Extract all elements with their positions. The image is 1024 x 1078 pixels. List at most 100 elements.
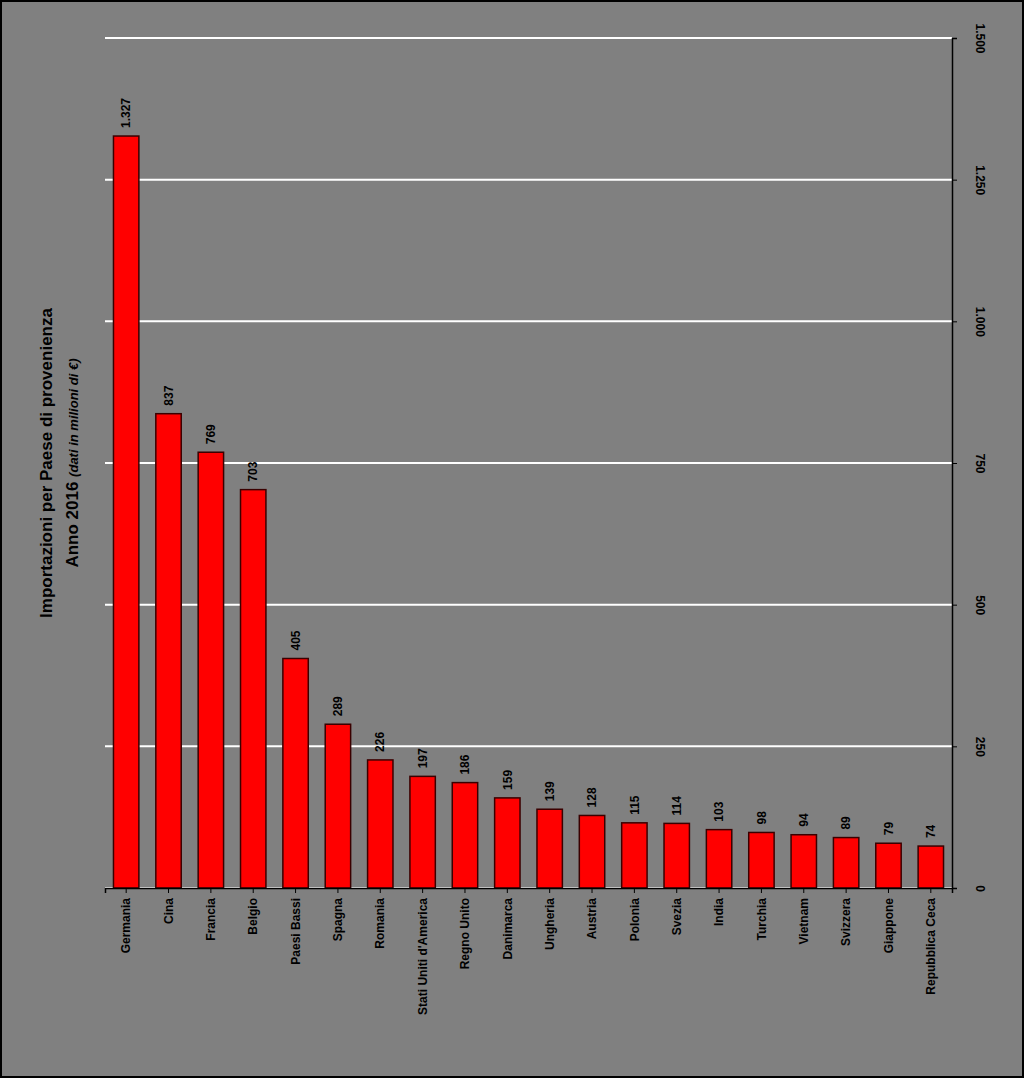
tick: 500 [952, 595, 987, 615]
category-label: Ungheria [543, 898, 557, 950]
axis-line [106, 889, 953, 894]
grid-line [105, 320, 952, 322]
tick-label: 750 [973, 453, 987, 473]
data-label: 159 [501, 770, 515, 790]
bar [241, 490, 266, 888]
data-label: 103 [712, 801, 726, 821]
bar [876, 843, 901, 888]
tick-label: 500 [973, 595, 987, 615]
category-label: Polonia [628, 898, 642, 942]
category-label: Spagna [331, 898, 345, 942]
tick: Svizzera [839, 888, 853, 946]
grid [105, 38, 952, 888]
category-label: Austria [585, 898, 599, 940]
data-label: 197 [416, 748, 430, 768]
x-axis: Germania Cina Francia Belgio Paesi Bassi Spag… [106, 888, 953, 1015]
category-label: India [712, 898, 726, 926]
chart: 02505007501.0001.2501.500GermaniaCinaFra… [0, 0, 1024, 1078]
tick: 250 [952, 737, 987, 757]
tick: Stati Uniti d'America [416, 888, 430, 1015]
data-label: 89 [839, 816, 853, 830]
tick: 1.250 [952, 165, 987, 195]
tick: 1.000 [952, 307, 987, 337]
category-label: Romania [373, 898, 387, 949]
tick-mark [634, 888, 635, 893]
category-label: Turchia [755, 898, 769, 941]
tick-mark [952, 38, 957, 39]
bars [113, 136, 943, 888]
tick: Germania [119, 888, 133, 953]
tick: Polonia [628, 888, 642, 941]
bar [283, 659, 308, 889]
subtitle: Anno 2016 [63, 477, 82, 568]
tick-mark [719, 888, 720, 893]
tick: Regno Unito [458, 888, 472, 969]
category-label: Germania [119, 898, 133, 954]
data-label: 837 [162, 385, 176, 405]
bar [622, 823, 647, 888]
data-label: 74 [924, 824, 938, 838]
bar [452, 783, 477, 888]
tick-mark [952, 180, 957, 181]
tick-label: 1.000 [973, 307, 987, 337]
category-label: Giappone [882, 898, 896, 954]
tick-mark [952, 605, 957, 606]
grid-line [105, 179, 952, 181]
data-label: 289 [331, 696, 345, 716]
category-label: Paesi Bassi [289, 898, 303, 965]
grid-line [105, 462, 952, 464]
data-label: 186 [458, 754, 472, 774]
tick-mark [168, 888, 169, 893]
data-label: 703 [246, 461, 260, 481]
title: Importazioni per Paese di provenienza [37, 308, 56, 618]
bar [664, 823, 689, 888]
bar [156, 414, 181, 888]
tick-label: 250 [973, 737, 987, 757]
tick-mark [803, 888, 804, 893]
bar [749, 832, 774, 888]
tick: Spagna [331, 888, 345, 941]
axis-line [953, 39, 958, 889]
tick: Paesi Bassi [289, 888, 303, 965]
data-label: 139 [543, 781, 557, 801]
data-label: 79 [882, 822, 896, 836]
tick-mark [592, 888, 593, 893]
category-label: Stati Uniti d'America [416, 898, 430, 1015]
tick-mark [422, 888, 423, 893]
bar [410, 776, 435, 888]
tick: Cina [162, 888, 176, 924]
category-label: Vietnam [797, 898, 811, 944]
tick-mark [380, 888, 381, 893]
tick: Turchia [755, 888, 769, 940]
tick-mark [930, 888, 931, 893]
data-label: 769 [204, 424, 218, 444]
data-label: 226 [373, 732, 387, 752]
bar [198, 452, 223, 888]
tick-mark [549, 888, 550, 893]
category-label: Repubblica Ceca [924, 898, 938, 995]
tick: Francia [204, 888, 218, 941]
tick: 0 [952, 885, 987, 892]
tick-mark [952, 321, 957, 322]
tick-label: 1.250 [973, 165, 987, 195]
y-axis: 02505007501.0001.2501.500 [952, 23, 987, 892]
category-label: Belgio [246, 898, 260, 935]
data-labels: 1.32783776970340528922619718615913912811… [119, 98, 938, 838]
bar [579, 815, 604, 888]
tick-mark [464, 888, 465, 893]
grid-line [105, 37, 952, 39]
bar [325, 724, 350, 888]
category-label: Svezia [670, 898, 684, 936]
tick: Danimarca [501, 888, 515, 959]
background [1, 1, 1023, 1077]
data-label: 98 [755, 811, 769, 825]
tick-mark [126, 888, 127, 893]
bar [706, 830, 731, 888]
tick: Ungheria [543, 888, 557, 950]
category-label: Francia [204, 898, 218, 941]
tick: Romania [373, 888, 387, 949]
tick-mark [888, 888, 889, 893]
tick: Giappone [882, 888, 896, 953]
tick-label: 0 [973, 885, 987, 892]
tick: Svezia [670, 888, 684, 935]
